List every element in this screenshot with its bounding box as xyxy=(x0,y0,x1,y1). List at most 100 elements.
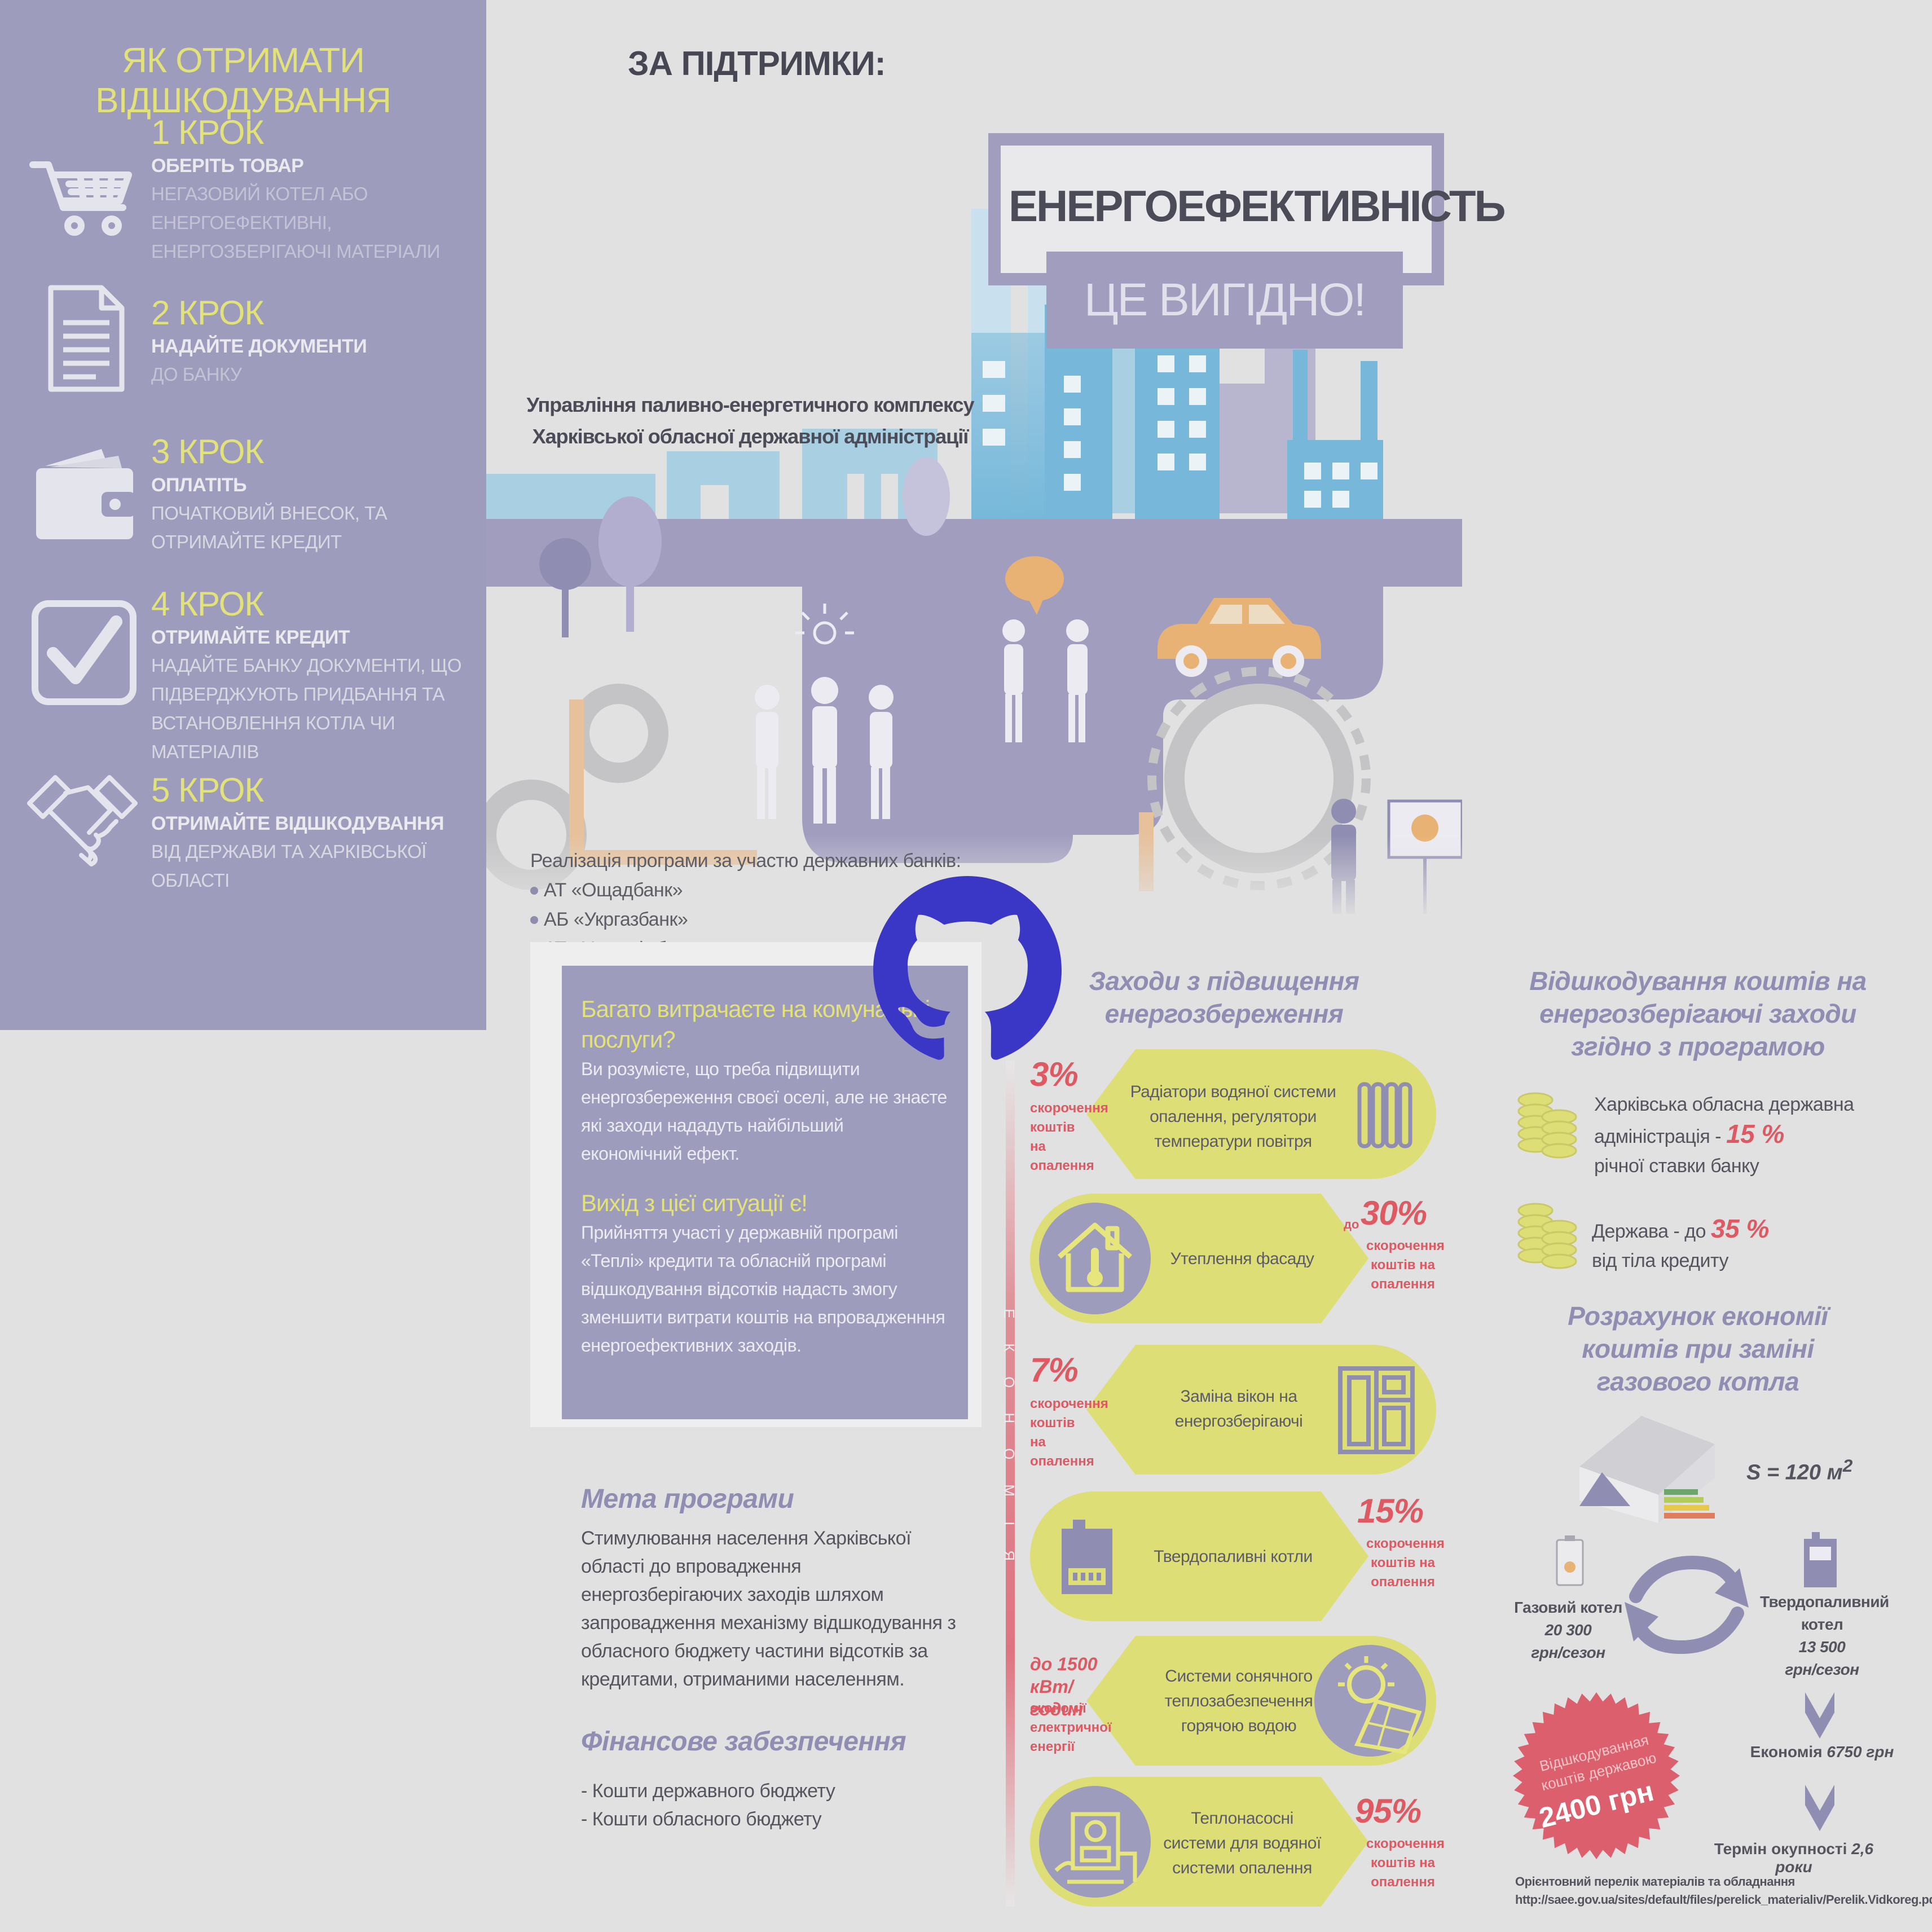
step-4: 4 КРОК ОТРИМАЙТЕ КРЕДИТ НАДАЙТЕ БАНКУ ДО… xyxy=(0,584,486,762)
compensation-state: Держава - до 35 % від тіла кредиту xyxy=(1592,1214,1885,1275)
calc-title: Розрахунок економії коштів при заміні га… xyxy=(1568,1301,1828,1396)
solid-boiler-icon xyxy=(1801,1530,1840,1588)
region-line-2: адміністрація - 15 % xyxy=(1594,1119,1887,1151)
admin-line-1: Управління паливно-енергетичного комплек… xyxy=(526,393,974,416)
measure-label: Системи сонячного теплозабезпечення горя… xyxy=(1164,1667,1313,1735)
hero-subtitle: ЦЕ ВИГІДНО! xyxy=(1046,252,1403,349)
arrow-down-icon xyxy=(1803,1783,1837,1833)
measure-percent: до 1500 кВт/годин xyxy=(1030,1653,1115,1720)
measure-percent: 7% xyxy=(1030,1351,1079,1389)
goal-title: Мета програми xyxy=(581,1484,794,1514)
step-5: 5 КРОК ОТРИМАЙТЕ ВІДШКОДУВАННЯ ВІД ДЕРЖА… xyxy=(0,771,486,891)
step-5-heading: ОТРИМАЙТЕ ВІДШКОДУВАННЯ xyxy=(151,813,444,834)
economy-label: Економія xyxy=(1750,1743,1823,1761)
bank-item: АТ «Ощадбанк» xyxy=(530,875,982,905)
measure-percent: 3% xyxy=(1030,1055,1079,1093)
step-4-heading: ОТРИМАЙТЕ КРЕДИТ xyxy=(151,627,350,648)
step-5-description: ВІД ДЕРЖАВИ ТА ХАРКІВСЬКОЇ ОБЛАСТІ xyxy=(151,841,426,891)
measure-note: скорочення коштів на опалення xyxy=(1366,1536,1445,1590)
measure-windows: Заміна вікон на енергозберігаючі 7% скор… xyxy=(1030,1345,1436,1475)
step-3-number: 3 КРОК xyxy=(151,433,264,470)
gas-boiler-block: Газовий котел 20 300 грн/сезон xyxy=(1512,1596,1625,1664)
sidebar-title: ЯК ОТРИМАТИ ВІДШКОДУВАННЯ xyxy=(95,41,391,120)
step-1: 1 КРОК ОБЕРІТЬ ТОВАР НЕГАЗОВИЙ КОТЕЛ АБО… xyxy=(0,113,486,276)
economy-value: 6750 грн xyxy=(1827,1743,1894,1761)
measure-label: Твердопаливні котли xyxy=(1154,1547,1313,1566)
step-1-text: 1 КРОК ОБЕРІТЬ ТОВАР НЕГАЗОВИЙ КОТЕЛ АБО… xyxy=(151,113,484,266)
step-2-heading: НАДАЙТЕ ДОКУМЕНТИ xyxy=(151,336,367,357)
house-thermometer-icon xyxy=(1039,1203,1151,1314)
checkbox-icon xyxy=(30,599,138,706)
step-1-heading: ОБЕРІТЬ ТОВАР xyxy=(151,155,304,177)
coins-icon xyxy=(1516,1199,1578,1273)
measure-label: Радіатори водяної системи опалення, регу… xyxy=(1130,1082,1336,1151)
measure-heat-pump: Теплонасосні системи для водяної системи… xyxy=(1030,1777,1445,1907)
step-1-number: 1 КРОК xyxy=(151,113,264,151)
region-line-3: річної ставки банку xyxy=(1594,1155,1759,1177)
document-icon xyxy=(45,282,152,392)
finance-list: - Кошти державного бюджету - Кошти облас… xyxy=(581,1777,835,1833)
step-1-description: НЕГАЗОВИЙ КОТЕЛ АБО ЕНЕРГОЕФЕКТИВНІ, ЕНЕ… xyxy=(151,183,440,262)
measure-note: скорочення коштів на опалення xyxy=(1030,1101,1108,1173)
region-line-1: Харківська обласна державна xyxy=(1594,1094,1854,1115)
step-2-text: 2 КРОК НАДАЙТЕ ДОКУМЕНТИ ДО БАНКУ xyxy=(151,293,484,389)
gas-boiler-label: Газовий котел xyxy=(1514,1599,1622,1616)
coins-icon xyxy=(1516,1089,1578,1162)
region-percent: 15 % xyxy=(1726,1119,1784,1148)
info-question-2: Вихід з цієї ситуації є! xyxy=(581,1190,808,1216)
step-5-text: 5 КРОК ОТРИМАЙТЕ ВІДШКОДУВАННЯ ВІД ДЕРЖА… xyxy=(151,771,484,895)
info-question-1: Багато витрачаєте на комунальні послуги? xyxy=(581,996,930,1053)
state-line-2: від тіла кредиту xyxy=(1592,1250,1728,1271)
exchange-arrows-icon xyxy=(1619,1546,1754,1664)
hero-title: ЕНЕРГОЕФЕКТИВНІСТЬ - xyxy=(1009,181,1506,282)
footnote-link[interactable]: http://saee.gov.ua/sites/default/files/p… xyxy=(1515,1893,1932,1907)
measure-solar: Системи сонячного теплозабезпечення горя… xyxy=(1030,1636,1436,1766)
step-2: 2 КРОК НАДАЙТЕ ДОКУМЕНТИ ДО БАНКУ xyxy=(0,285,486,406)
measure-prefix: до xyxy=(1030,1654,1053,1674)
measure-value: 1500 кВт/годин xyxy=(1030,1654,1098,1719)
info-paragraph-2: Прийняття участі у державній програмі «Т… xyxy=(581,1222,945,1356)
compensation-title: Відшкодування коштів на енергозберігаючі… xyxy=(1529,966,1867,1061)
payback-value: 2,6 роки xyxy=(1775,1840,1874,1876)
measure-percent: 15% xyxy=(1357,1492,1424,1530)
window-icon xyxy=(1337,1365,1416,1455)
gas-boiler-unit: грн/сезон xyxy=(1531,1644,1605,1661)
goal-text: Стимулювання населення Харківської облас… xyxy=(581,1528,956,1690)
measure-facade: Утеплення фасаду до 30% скорочення кошті… xyxy=(1030,1194,1445,1323)
step-3-description: ПОЧАТКОВИЙ ВНЕСОК, ТА ОТРИМАЙТЕ КРЕДИТ xyxy=(151,503,388,552)
measure-note: скорочення коштів на опалення xyxy=(1030,1396,1108,1469)
solid-boiler-block: Твердопаливний котел 13 500 грн/сезон xyxy=(1760,1591,1889,1681)
solar-panel-icon xyxy=(1314,1645,1426,1757)
compensation-region: Харківська обласна державна адміністраці… xyxy=(1594,1090,1887,1181)
finance-item: - Кошти обласного бюджету xyxy=(581,1808,822,1830)
economy-word: ЕКОНОМІЯ xyxy=(1001,1309,1018,1586)
measures-title: Заходи з підвищення енергозбереження xyxy=(1089,966,1359,1028)
solid-boiler-value: 13 500 xyxy=(1798,1638,1846,1656)
seal-badge xyxy=(1513,1692,1680,1859)
payback-line: Термін окупності 2,6 роки xyxy=(1698,1840,1890,1876)
state-label: Держава - до xyxy=(1592,1221,1706,1242)
radiator-icon xyxy=(1355,1079,1417,1152)
step-3-text: 3 КРОК ОПЛАТІТЬ ПОЧАТКОВИЙ ВНЕСОК, ТА ОТ… xyxy=(151,432,484,556)
measure-note: скорочення коштів на опалення xyxy=(1366,1238,1445,1292)
support-heading: ЗА ПІДТРИМКИ: xyxy=(628,45,886,82)
step-4-description: НАДАЙТЕ БАНКУ ДОКУМЕНТИ, ЩО ПІДВЕРДЖУЮТЬ… xyxy=(151,655,462,762)
handshake-icon xyxy=(26,771,138,878)
gas-boiler-value: 20 300 xyxy=(1544,1621,1592,1639)
step-3-heading: ОПЛАТІТЬ xyxy=(151,474,247,496)
area-unit-sup: 2 xyxy=(1842,1455,1853,1476)
step-5-number: 5 КРОК xyxy=(151,771,264,809)
measure-prefix: до xyxy=(1344,1217,1359,1231)
step-2-number: 2 КРОК xyxy=(151,294,264,332)
step-4-text: 4 КРОК ОТРИМАЙТЕ КРЕДИТ НАДАЙТЕ БАНКУ ДО… xyxy=(151,584,484,766)
economy-bar xyxy=(1006,1060,1015,1907)
payback-label: Термін окупності xyxy=(1714,1840,1847,1858)
area-value: S = 120 м xyxy=(1746,1460,1843,1485)
solid-boiler-label: Твердопаливний котел xyxy=(1760,1593,1889,1633)
boiler-icon xyxy=(1056,1517,1118,1596)
arrow-down-icon xyxy=(1803,1690,1837,1741)
github-icon[interactable] xyxy=(873,876,1062,1064)
economy-line: Економія 6750 грн xyxy=(1737,1743,1907,1761)
state-line-1: Держава - до 35 % xyxy=(1592,1214,1885,1246)
measure-note: економії електричної енергії xyxy=(1030,1701,1112,1754)
